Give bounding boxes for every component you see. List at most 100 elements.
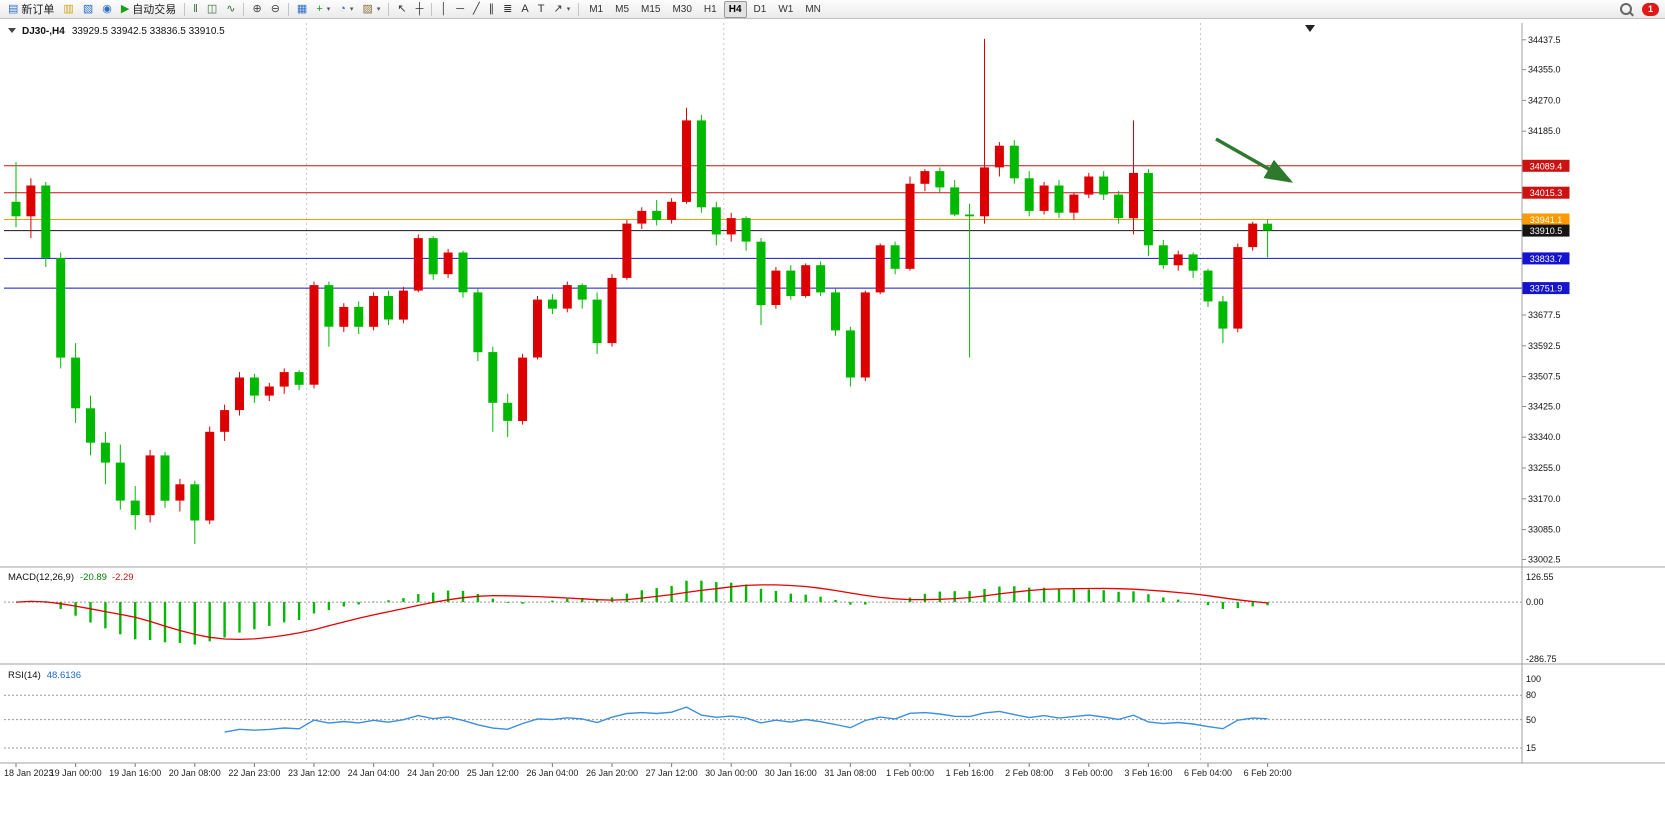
auto-trading-button[interactable]: ▶ 自动交易 [117, 0, 180, 18]
chart-window-icon-icon: ▥ [63, 2, 74, 15]
community-icon[interactable]: ◉ [98, 0, 116, 18]
y-axis-label: 33340.0 [1528, 432, 1561, 442]
template-button[interactable]: ▨ ▾ [358, 0, 384, 18]
tile-windows-button[interactable]: ▦ [293, 0, 311, 18]
trend-arrow-annotation[interactable] [1215, 137, 1294, 183]
price-tag-label: 33910.5 [1530, 226, 1563, 236]
candle [41, 181, 51, 267]
auto-trading-button-label: 自动交易 [132, 4, 177, 16]
zoom-in-button[interactable]: ⊕ [248, 0, 265, 18]
toolbar-separator [184, 2, 186, 16]
chevron-down-icon: ▾ [566, 6, 571, 13]
candle [771, 267, 781, 309]
label-tool-button[interactable]: T [534, 0, 549, 18]
symbol-timeframe-label: DJ30-,H4 [22, 26, 65, 37]
price-tag-label: 33751.9 [1530, 284, 1563, 294]
candle [130, 486, 140, 530]
candle [1024, 171, 1034, 217]
axes-layer: 34437.5 34355.0 34270.0 34185.0 33677.5 33592… [4, 35, 1561, 778]
timeframe-button-h4[interactable]: H4 [723, 0, 747, 18]
new-order-button[interactable]: ▤ 新订单 [4, 0, 58, 18]
candle [756, 238, 766, 325]
x-axis-label: 23 Jan 12:00 [288, 768, 340, 778]
timeframe-button-h1[interactable]: H1 [703, 3, 717, 15]
text-tool-button[interactable]: A [517, 0, 532, 18]
price-line-34089.4[interactable]: 34089.4 [4, 159, 1570, 172]
search-icon[interactable] [1620, 3, 1632, 15]
community-icon-icon: ◉ [102, 2, 112, 15]
timeframe-button-m15[interactable]: M15 [641, 3, 661, 15]
arrows-tool-button[interactable]: ↗ ▾ [549, 0, 574, 18]
ohlc-readout: 33929.5 33942.5 33836.5 33910.5 [72, 26, 225, 37]
rsi-label: RSI(14) 48.6136 [8, 670, 81, 681]
candle [145, 449, 155, 523]
notification-badge[interactable]: 1 [1642, 2, 1659, 16]
label-tool-icon: T [537, 2, 545, 15]
candle [994, 142, 1004, 177]
candle [816, 261, 826, 296]
price-line-34015.3[interactable]: 34015.3 [4, 186, 1570, 199]
new-order-icon: ▤ [8, 2, 19, 15]
timeframe-button-m30[interactable]: M30 [672, 3, 692, 15]
candle [547, 294, 557, 315]
channel-tool-button[interactable]: ∥ [485, 0, 499, 18]
rsi-line [224, 706, 1268, 733]
crosshair-tool-button[interactable]: ┼ [412, 0, 428, 18]
candle [950, 180, 960, 217]
candle [324, 281, 334, 347]
horizontal-line-tool-button[interactable]: ─ [452, 0, 468, 18]
timeframe-button-m1[interactable]: M1 [589, 3, 604, 15]
x-axis-label: 6 Feb 20:00 [1244, 768, 1292, 778]
rsi-scale-50: 50 [1526, 715, 1536, 725]
timeframe-button-mn[interactable]: MN [805, 3, 821, 15]
y-axis-label: 34355.0 [1528, 65, 1561, 75]
trendline-tool-button[interactable]: ╱ [469, 0, 484, 18]
x-axis-label: 18 Jan 2023 [4, 768, 54, 778]
x-axis-label: 20 Jan 08:00 [169, 768, 221, 778]
price-tag [1522, 186, 1570, 199]
auto-trading-icon: ▶ [120, 2, 130, 15]
candle [652, 200, 662, 226]
timeframe-button-w1[interactable]: W1 [778, 3, 794, 15]
timeframe-button-m5[interactable]: M5 [615, 3, 630, 15]
x-axis-label: 26 Jan 20:00 [586, 768, 638, 778]
candle [384, 290, 393, 325]
candle [115, 444, 125, 510]
candle [711, 201, 721, 246]
toolbar-right: 1 [1620, 2, 1661, 16]
zoom-out-button[interactable]: ⊖ [267, 0, 284, 18]
x-axis-label: 31 Jan 08:00 [824, 768, 876, 778]
chart-window-icon[interactable]: ▥ [59, 0, 77, 18]
candle [220, 404, 230, 441]
one-click-trading-arrow[interactable] [8, 28, 16, 33]
chart-shift-marker[interactable] [1305, 25, 1315, 32]
candlestick-chart-button[interactable]: ◫ [203, 0, 221, 18]
x-axis-label: 22 Jan 23:00 [228, 768, 280, 778]
fibonacci-tool-icon: ≣ [503, 2, 513, 15]
candle [294, 370, 304, 391]
fibonacci-tool-button[interactable]: ≣ [499, 0, 516, 18]
candle [890, 241, 900, 275]
y-axis-label: 34185.0 [1528, 126, 1561, 136]
candle [11, 162, 21, 228]
indicators-button[interactable]: + ▾ [312, 0, 334, 18]
y-axis-label: 33255.0 [1528, 463, 1561, 473]
zoom-in-icon: ⊕ [252, 2, 262, 15]
timeframe-button-d1[interactable]: D1 [753, 3, 767, 15]
profile-icon[interactable]: ▧ [79, 0, 97, 18]
price-line-33833.7[interactable]: 33833.7 [4, 252, 1570, 265]
line-chart-button[interactable]: ∿ [222, 0, 239, 18]
bar-chart-button[interactable]: ‖ [189, 0, 202, 18]
price-tag [1522, 159, 1570, 172]
vertical-line-tool-button[interactable]: │ [436, 0, 451, 18]
cursor-tool-button[interactable]: ↖ [393, 0, 410, 18]
text-tool-icon: A [521, 2, 529, 15]
price-line-33941.1[interactable]: 33941.1 [4, 213, 1570, 226]
periods-button[interactable]: ◔ ▾ [335, 0, 357, 18]
trendline-tool-icon: ╱ [473, 2, 480, 15]
x-axis-label: 2 Feb 08:00 [1005, 768, 1053, 778]
candle [831, 288, 840, 336]
candle [875, 243, 885, 295]
price-line-33910.5[interactable]: 33910.5 [4, 224, 1570, 237]
